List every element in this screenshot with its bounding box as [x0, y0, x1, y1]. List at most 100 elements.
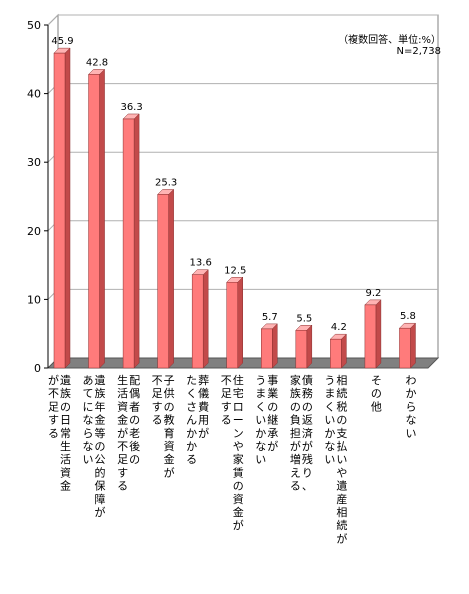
- bar: [226, 282, 238, 369]
- category-label-char: 資: [60, 466, 71, 479]
- category-label-char: す: [152, 400, 163, 413]
- category-label-char: 金: [60, 479, 71, 493]
- category-label-char: な: [255, 440, 266, 453]
- category-label-char: 払: [336, 439, 347, 453]
- category-label-char: 資: [233, 493, 244, 506]
- category-label-char: ま: [324, 387, 335, 400]
- category-label-char: 遺: [336, 479, 347, 493]
- category-label-char: 負: [290, 414, 301, 427]
- category-label-char: る: [152, 414, 163, 427]
- bar-side: [133, 113, 140, 369]
- category-label-char: や: [233, 440, 244, 453]
- category-label-char: 足: [152, 387, 163, 400]
- category-label-char: 産: [336, 493, 347, 506]
- category-label-char: 足: [221, 387, 232, 400]
- category-label-char: が: [233, 518, 244, 532]
- category-label-char: の: [60, 400, 71, 413]
- category-label-char: が: [95, 505, 106, 519]
- category-label-char: 不: [152, 374, 163, 387]
- category-label-char: た: [186, 374, 197, 387]
- category-label-char: 年: [95, 399, 106, 413]
- category-label-char: の: [233, 480, 244, 493]
- category-label-char: 足: [48, 400, 59, 413]
- category-label-char: の: [267, 400, 278, 413]
- bar-side: [99, 68, 105, 369]
- category-label-char: 担: [290, 426, 301, 440]
- category-label-char: 者: [129, 400, 140, 413]
- category-label-char: 、: [302, 480, 313, 493]
- category-label-char: え: [290, 466, 301, 479]
- note-response-type: （複数回答、単位:%）: [338, 35, 441, 46]
- bar: [399, 327, 411, 369]
- category-label-char: 相: [336, 374, 347, 387]
- bar-side: [341, 333, 347, 369]
- category-label-char: か: [186, 440, 197, 453]
- category-label-char: 葬: [198, 374, 209, 387]
- category-label-char: の: [95, 440, 106, 453]
- category-label-char: ン: [233, 427, 244, 440]
- category-label-char: 育: [164, 426, 175, 440]
- y-tick-label: 30: [27, 156, 41, 169]
- category-label-char: 不: [221, 374, 232, 387]
- category-label-char: や: [336, 466, 347, 479]
- category-label-char: ら: [83, 427, 94, 440]
- category-label-char: あ: [83, 374, 94, 387]
- category-label-char: 金: [164, 452, 175, 466]
- bar: [122, 118, 135, 369]
- category-label-char: て: [83, 387, 94, 400]
- data-label: 5.5: [296, 313, 312, 324]
- category-label-char: の: [302, 400, 313, 413]
- data-label: 5.7: [262, 312, 278, 323]
- category-label-char: 相: [336, 506, 347, 519]
- category-label-char: か: [255, 427, 266, 440]
- bar: [88, 74, 100, 369]
- category-label-char: 日: [60, 414, 71, 427]
- category-label-char: 不: [117, 440, 128, 453]
- category-label-char: が: [117, 426, 128, 440]
- category-label-char: い: [255, 453, 266, 466]
- category-label-char: 公: [95, 453, 106, 466]
- bar-side: [202, 269, 209, 369]
- category-label-char: 金: [233, 505, 244, 519]
- note-sample-size: N=2,738: [396, 46, 442, 57]
- category-label-char: 業: [267, 387, 278, 400]
- category-label-char: る: [221, 414, 232, 427]
- y-tick-label: 0: [34, 362, 41, 375]
- category-label-char: 配: [129, 374, 140, 387]
- category-label-char: な: [324, 440, 335, 453]
- category-label-char: に: [83, 400, 94, 413]
- category-label-char: 遺: [60, 373, 71, 387]
- category-label-char: 老: [129, 427, 140, 440]
- category-label-char: 資: [164, 440, 175, 453]
- category-label-char: 継: [267, 413, 278, 427]
- category-label-char: 族: [95, 386, 106, 400]
- category-label-char: の: [290, 400, 301, 413]
- data-label: 9.2: [365, 288, 381, 299]
- category-label-char: い: [336, 453, 347, 466]
- category-label-char: が: [267, 439, 278, 453]
- y-tick-label: 40: [27, 88, 41, 101]
- category-label-char: り: [302, 466, 313, 479]
- y-tick-label: 20: [27, 225, 41, 238]
- category-label-char: 活: [60, 453, 71, 466]
- category-label-char: い: [324, 414, 335, 427]
- category-label-char: が: [336, 531, 347, 545]
- bar-side: [168, 188, 174, 369]
- category-label-char: ま: [255, 387, 266, 400]
- category-label-char: ロ: [233, 400, 244, 413]
- bar: [53, 52, 66, 369]
- category-label-char: す: [117, 466, 128, 479]
- category-label-char: 務: [302, 386, 313, 400]
- bar-side: [237, 276, 243, 369]
- category-label-char: 資: [117, 400, 128, 413]
- category-label-char: 保: [95, 479, 106, 493]
- category-label-char: の: [164, 400, 175, 413]
- category-label-char: が: [302, 439, 313, 453]
- category-label-char: 返: [302, 414, 313, 427]
- data-label: 13.6: [190, 258, 212, 269]
- category-label-char: く: [186, 387, 197, 400]
- category-label-char: い: [405, 427, 416, 440]
- data-label: 5.8: [400, 311, 416, 322]
- category-label-char: う: [324, 374, 335, 387]
- category-label-char: 続: [336, 518, 347, 532]
